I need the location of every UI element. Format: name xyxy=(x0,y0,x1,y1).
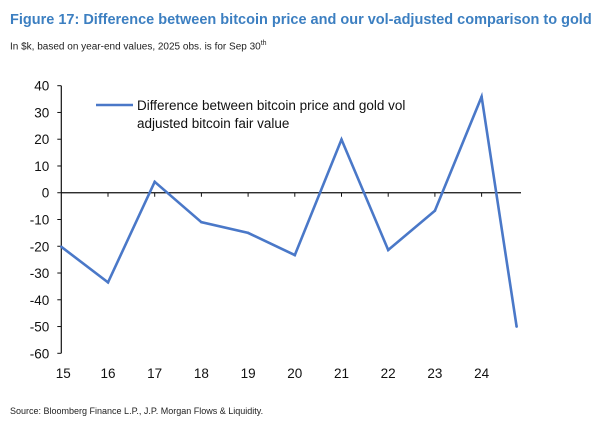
x-tick-label: 17 xyxy=(147,366,162,381)
data-point xyxy=(106,281,110,284)
y-tick-label: -50 xyxy=(30,320,50,335)
data-point xyxy=(60,245,63,249)
series-line xyxy=(60,91,518,327)
y-tick-label: -30 xyxy=(30,266,50,281)
data-point xyxy=(200,220,203,224)
y-tick-label: 20 xyxy=(34,132,49,147)
data-point xyxy=(515,325,518,328)
data-point xyxy=(340,138,343,141)
x-tick-label: 22 xyxy=(381,366,396,381)
legend-label: adjusted bitcoin fair value xyxy=(137,116,289,131)
subtitle-superscript: th xyxy=(260,40,267,47)
x-tick-label: 20 xyxy=(287,366,302,381)
data-point xyxy=(153,180,156,184)
data-point xyxy=(246,231,250,235)
subtitle-text: In $k, based on year-end values, 2025 ob… xyxy=(10,41,261,53)
x-tick-label: 18 xyxy=(194,366,209,381)
data-point xyxy=(386,248,390,252)
y-tick-label: 0 xyxy=(42,186,50,201)
source-note: Source: Bloomberg Finance L.P., J.P. Mor… xyxy=(10,406,264,416)
x-tick-label: 19 xyxy=(241,366,256,381)
y-tick-label: -20 xyxy=(30,239,50,254)
y-tick-label: 10 xyxy=(34,159,49,174)
legend-label: Difference between bitcoin price and gol… xyxy=(137,98,405,113)
chart-title: Figure 17: Difference between bitcoin pr… xyxy=(10,12,592,28)
y-tick-label: 40 xyxy=(34,79,49,94)
y-tick-label: -60 xyxy=(30,346,50,361)
data-point xyxy=(433,209,437,212)
data-point xyxy=(293,253,297,257)
x-tick-label: 16 xyxy=(100,366,115,381)
chart-subtitle: In $k, based on year-end values, 2025 ob… xyxy=(10,40,267,52)
x-tick-label: 23 xyxy=(427,366,442,381)
y-tick-label: -40 xyxy=(30,293,50,308)
x-tick-label: 21 xyxy=(334,366,349,381)
x-tick-label: 24 xyxy=(474,366,490,381)
x-tick-label: 15 xyxy=(56,366,71,381)
data-point xyxy=(480,95,483,98)
y-tick-label: 30 xyxy=(34,105,49,120)
y-tick-label: -10 xyxy=(30,213,50,228)
